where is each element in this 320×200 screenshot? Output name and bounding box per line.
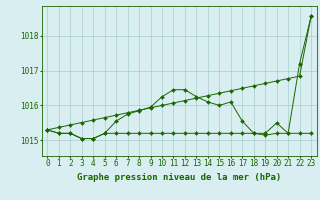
X-axis label: Graphe pression niveau de la mer (hPa): Graphe pression niveau de la mer (hPa) — [77, 173, 281, 182]
